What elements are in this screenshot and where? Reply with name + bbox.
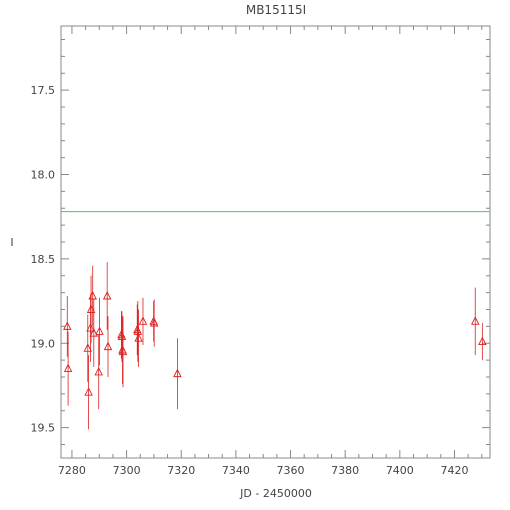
y-axis-ticks: 17.5 18.0 18.5 19.0 19.5 [31, 39, 490, 445]
data-point [63, 321, 72, 330]
data-point [149, 317, 159, 327]
data-point [89, 328, 99, 337]
data-point [88, 290, 97, 300]
data-point [86, 304, 96, 313]
x-tick-label: 7340 [222, 464, 250, 477]
y-tick-label: 18.0 [31, 169, 56, 182]
data-point [133, 326, 143, 335]
error-bars [66, 262, 483, 430]
x-tick-label: 7300 [113, 464, 141, 477]
data-point [84, 387, 93, 396]
data-point [83, 343, 93, 352]
data-point [103, 341, 113, 351]
data-point [478, 336, 487, 346]
data-points [63, 290, 487, 396]
data-point [94, 366, 103, 376]
data-point [86, 323, 95, 332]
x-tick-label: 7320 [167, 464, 195, 477]
y-axis-label: I [10, 236, 13, 249]
data-point [63, 363, 73, 373]
data-point [134, 333, 143, 342]
y-tick-label: 17.5 [31, 84, 56, 97]
x-tick-label: 7380 [331, 464, 359, 477]
plot-frame [60, 25, 491, 459]
x-tick-label: 7400 [386, 464, 414, 477]
y-tick-label: 18.5 [31, 253, 56, 266]
chart-title: MB15115I [246, 3, 306, 17]
data-point [138, 316, 148, 325]
data-point [95, 326, 104, 335]
x-axis-ticks: 7280 7300 7320 7340 7360 7380 7400 7420 [58, 26, 483, 477]
x-tick-label: 7420 [440, 464, 468, 477]
y-tick-label: 19.5 [31, 422, 56, 435]
x-tick-label: 7280 [58, 464, 86, 477]
x-tick-label: 7360 [277, 464, 305, 477]
data-point [173, 368, 182, 378]
data-point [117, 331, 127, 340]
x-axis-label: JD - 2450000 [239, 487, 312, 500]
data-point [118, 346, 128, 356]
data-point [471, 316, 480, 325]
y-tick-label: 19.0 [31, 337, 56, 350]
data-point [102, 290, 112, 300]
